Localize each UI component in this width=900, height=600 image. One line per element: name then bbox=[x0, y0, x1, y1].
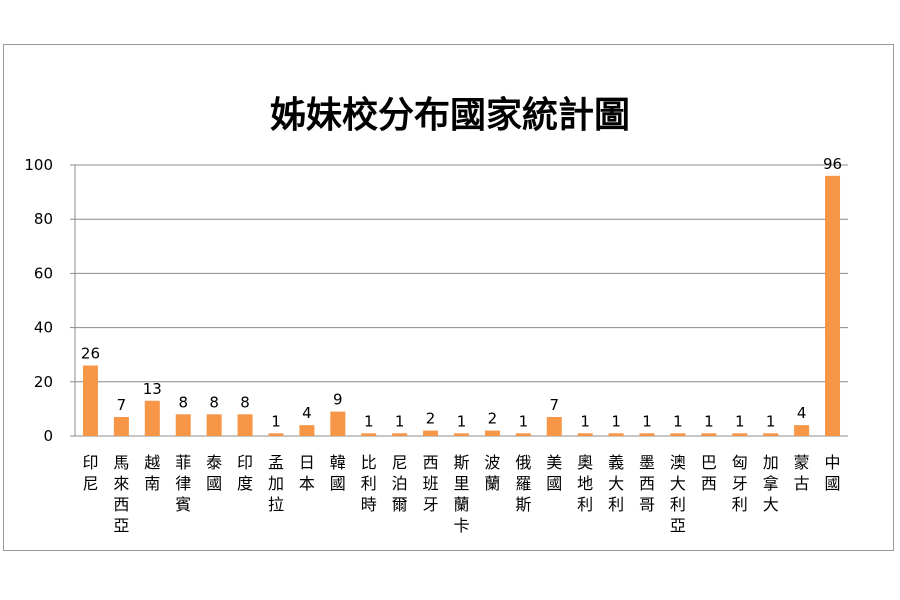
data-label: 8 bbox=[240, 393, 250, 411]
data-label: 1 bbox=[271, 412, 281, 430]
data-label: 1 bbox=[704, 412, 714, 430]
bar-11 bbox=[392, 433, 408, 436]
data-label: 1 bbox=[519, 412, 529, 430]
data-label: 1 bbox=[766, 412, 776, 430]
x-tick-label: 菲律賓 bbox=[175, 453, 191, 514]
x-tick-label: 馬來西亞 bbox=[113, 453, 129, 535]
data-label: 7 bbox=[549, 396, 559, 414]
x-tick-label: 義大利 bbox=[608, 453, 624, 514]
x-tick-label: 斯里蘭卡 bbox=[453, 453, 469, 535]
bar-13 bbox=[454, 433, 469, 436]
bar-4 bbox=[175, 414, 191, 436]
y-tick-label: 40 bbox=[34, 319, 53, 337]
bar-2 bbox=[113, 417, 129, 436]
x-tick-label: 西班牙 bbox=[423, 453, 439, 514]
data-label: 2 bbox=[488, 410, 498, 428]
bar-24 bbox=[794, 425, 810, 436]
x-tick-label: 加拿大 bbox=[763, 453, 779, 514]
x-tick-label: 中國 bbox=[825, 453, 841, 493]
y-tick-label: 60 bbox=[34, 264, 53, 282]
data-label: 1 bbox=[611, 412, 621, 430]
bar-7 bbox=[268, 433, 284, 436]
bar-25 bbox=[825, 175, 841, 436]
x-tick-label: 印尼 bbox=[82, 453, 98, 493]
data-label: 1 bbox=[457, 412, 467, 430]
x-tick-label: 波蘭 bbox=[484, 453, 500, 493]
data-label: 4 bbox=[797, 404, 807, 422]
data-label: 1 bbox=[395, 412, 405, 430]
bar-9 bbox=[330, 411, 346, 436]
bar-3 bbox=[144, 400, 160, 436]
x-tick-label: 墨西哥 bbox=[639, 453, 655, 514]
x-tick-label: 巴西 bbox=[701, 453, 717, 493]
bar-16 bbox=[546, 417, 562, 436]
y-tick-label: 20 bbox=[34, 373, 53, 391]
data-label: 8 bbox=[178, 393, 188, 411]
bar-15 bbox=[515, 433, 531, 436]
data-label: 1 bbox=[735, 412, 745, 430]
data-label: 1 bbox=[642, 412, 652, 430]
x-tick-label: 越南 bbox=[144, 453, 160, 493]
bar-20 bbox=[670, 433, 686, 436]
bar-8 bbox=[299, 425, 315, 436]
data-label: 7 bbox=[117, 396, 127, 414]
data-label: 8 bbox=[209, 393, 219, 411]
x-tick-label: 孟加拉 bbox=[268, 453, 284, 514]
data-label: 96 bbox=[823, 155, 842, 173]
data-label: 13 bbox=[143, 380, 162, 398]
x-tick-label: 印度 bbox=[237, 453, 253, 493]
bar-19 bbox=[639, 433, 655, 436]
x-tick-label: 澳大利亞 bbox=[670, 453, 686, 535]
y-tick-label: 100 bbox=[24, 156, 53, 174]
data-label: 1 bbox=[580, 412, 590, 430]
x-tick-label: 泰國 bbox=[206, 453, 222, 493]
y-tick-label: 0 bbox=[43, 427, 53, 445]
x-tick-label: 美國 bbox=[546, 453, 562, 493]
bar-14 bbox=[484, 430, 500, 436]
bar-22 bbox=[732, 433, 748, 436]
bar-5 bbox=[206, 414, 222, 436]
bar-1 bbox=[82, 365, 98, 436]
chart-frame bbox=[3, 44, 894, 551]
bar-21 bbox=[701, 433, 717, 436]
x-tick-label: 日本 bbox=[299, 453, 315, 493]
data-label: 26 bbox=[81, 345, 100, 363]
x-tick-label: 俄羅斯 bbox=[515, 453, 531, 514]
x-tick-label: 匈牙利 bbox=[732, 453, 748, 514]
x-tick-label: 蒙古 bbox=[794, 453, 810, 493]
data-label: 1 bbox=[364, 412, 374, 430]
x-tick-label: 尼泊爾 bbox=[392, 453, 408, 514]
x-tick-label: 韓國 bbox=[330, 453, 346, 493]
chart-title: 姊妹校分布國家統計圖 bbox=[269, 95, 630, 136]
x-tick-label: 比利時 bbox=[361, 453, 377, 514]
bar-6 bbox=[237, 414, 253, 436]
bar-17 bbox=[577, 433, 593, 436]
bar-10 bbox=[361, 433, 377, 436]
x-tick-label: 奧地利 bbox=[577, 453, 593, 514]
data-label: 9 bbox=[333, 391, 343, 409]
data-label: 4 bbox=[302, 404, 312, 422]
data-label: 1 bbox=[673, 412, 683, 430]
bar-23 bbox=[763, 433, 779, 436]
bar-12 bbox=[423, 430, 439, 436]
data-label: 2 bbox=[426, 410, 436, 428]
bar-18 bbox=[608, 433, 624, 436]
y-tick-label: 80 bbox=[34, 210, 53, 228]
